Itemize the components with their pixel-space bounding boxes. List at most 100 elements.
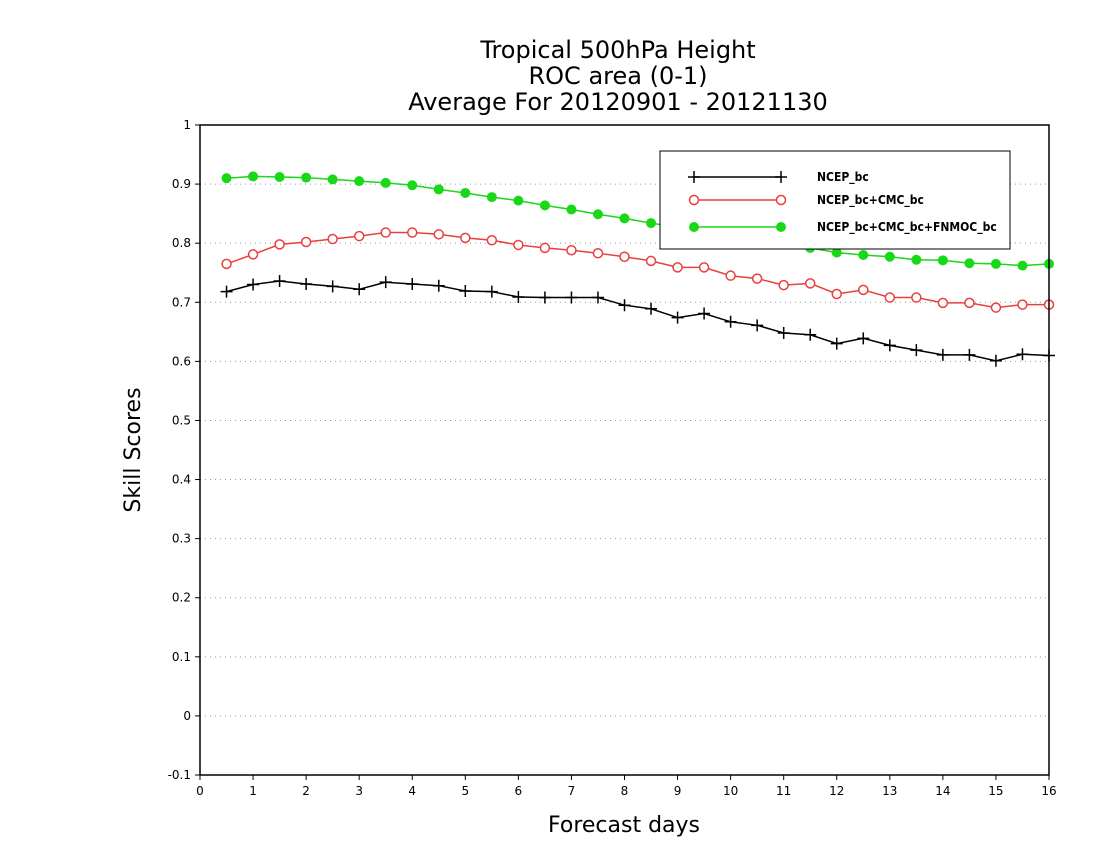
data-point (247, 278, 260, 291)
y-tick-label: 0.5 (172, 413, 191, 427)
data-point (725, 270, 736, 281)
data-point (460, 232, 471, 244)
x-tick-label: 5 (461, 784, 469, 798)
data-point (804, 328, 817, 341)
data-point (910, 344, 923, 357)
data-point (566, 245, 577, 256)
x-tick-label: 0 (196, 784, 204, 798)
data-point (646, 218, 657, 229)
data-point (459, 285, 472, 298)
legend-label: NCEP_bc+CMC_bc (817, 193, 924, 208)
data-point (565, 291, 578, 304)
series-line (226, 280, 1050, 362)
data-point (327, 233, 338, 245)
x-tick-label: 3 (355, 784, 363, 798)
data-point (751, 273, 763, 284)
y-tick-label: 0.2 (172, 591, 191, 605)
data-point (300, 236, 312, 248)
data-point (804, 278, 816, 289)
data-point (512, 290, 525, 303)
data-point (301, 172, 312, 183)
data-point (990, 302, 1002, 313)
y-tick-label: 0.8 (172, 236, 191, 250)
data-point (380, 227, 391, 238)
data-point (247, 249, 259, 260)
data-point (778, 279, 789, 291)
x-tick-label: 12 (829, 784, 844, 798)
data-point (858, 284, 869, 296)
data-point (274, 172, 285, 182)
data-point (698, 262, 710, 273)
series-2 (221, 227, 1055, 313)
data-point (539, 242, 551, 254)
data-point (937, 255, 948, 266)
data-point (698, 307, 711, 320)
data-point (327, 174, 338, 185)
x-tick-label: 7 (568, 784, 576, 798)
data-point (485, 285, 498, 298)
data-point (857, 332, 870, 345)
legend-label: NCEP_bc (817, 170, 869, 185)
y-tick-label: 0.9 (172, 177, 191, 191)
data-point (379, 276, 392, 289)
data-point (1016, 348, 1029, 361)
data-point (724, 315, 737, 328)
data-point (645, 302, 658, 315)
chart-title-line-3: Average For 20120901 - 20121130 (408, 88, 828, 116)
data-point (486, 234, 498, 246)
data-point (486, 192, 497, 203)
x-axis-label: Forecast days (548, 813, 700, 838)
gridlines (200, 183, 1049, 717)
y-tick-label: 0.1 (172, 650, 191, 664)
data-point (566, 204, 577, 215)
data-point (936, 348, 949, 361)
y-tick-label: 0.6 (172, 354, 191, 368)
legend-marker (776, 222, 786, 232)
x-tick-label: 14 (935, 784, 950, 798)
y-axis-label: Skill Scores (121, 387, 146, 512)
x-tick-label: 16 (1041, 784, 1056, 798)
x-tick-label: 6 (515, 784, 523, 798)
data-point (645, 255, 657, 267)
data-point (884, 251, 895, 262)
data-point (432, 279, 445, 292)
data-point (460, 187, 471, 198)
data-point (592, 209, 603, 220)
data-point (830, 337, 843, 350)
data-point (380, 177, 391, 188)
x-tick-label: 1 (249, 784, 257, 798)
y-axis: -0.1 0 0.1 0.2 0.3 0.4 0.5 0.6 0.7 0.8 0.9 1 (168, 118, 200, 782)
chart-title-line-1: Tropical 500hPa Height (479, 36, 755, 64)
data-point (911, 254, 922, 265)
legend-marker (775, 194, 787, 206)
data-point (433, 184, 444, 195)
data-point (273, 275, 286, 287)
data-point (221, 258, 232, 270)
x-tick-label: 13 (882, 784, 897, 798)
data-point (220, 285, 233, 298)
data-point (1017, 260, 1028, 271)
legend-label: NCEP_bc+CMC_bc+FNMOC_bc (817, 220, 997, 235)
data-point (353, 283, 366, 296)
data-point (964, 258, 975, 269)
series-1 (220, 275, 1055, 367)
data-point (619, 251, 630, 263)
data-point (406, 277, 419, 290)
data-point (538, 291, 551, 304)
x-tick-label: 8 (621, 784, 629, 798)
data-point (883, 339, 896, 352)
data-point (353, 230, 365, 242)
legend: NCEP_bc NCEP_bc+CMC_bc NCEP_bc+CMC_bc+FNMO… (659, 150, 1011, 250)
data-point (407, 180, 418, 191)
data-point (539, 200, 550, 211)
chart-title: Tropical 500hPa Height ROC area (0-1) Av… (408, 36, 828, 116)
data-point (433, 229, 445, 240)
data-point (326, 280, 339, 293)
chart-title-line-2: ROC area (0-1) (528, 62, 707, 90)
data-point (354, 176, 365, 187)
x-tick-label: 11 (776, 784, 791, 798)
legend-marker (775, 171, 787, 183)
data-point (884, 292, 896, 303)
data-point (990, 258, 1001, 269)
